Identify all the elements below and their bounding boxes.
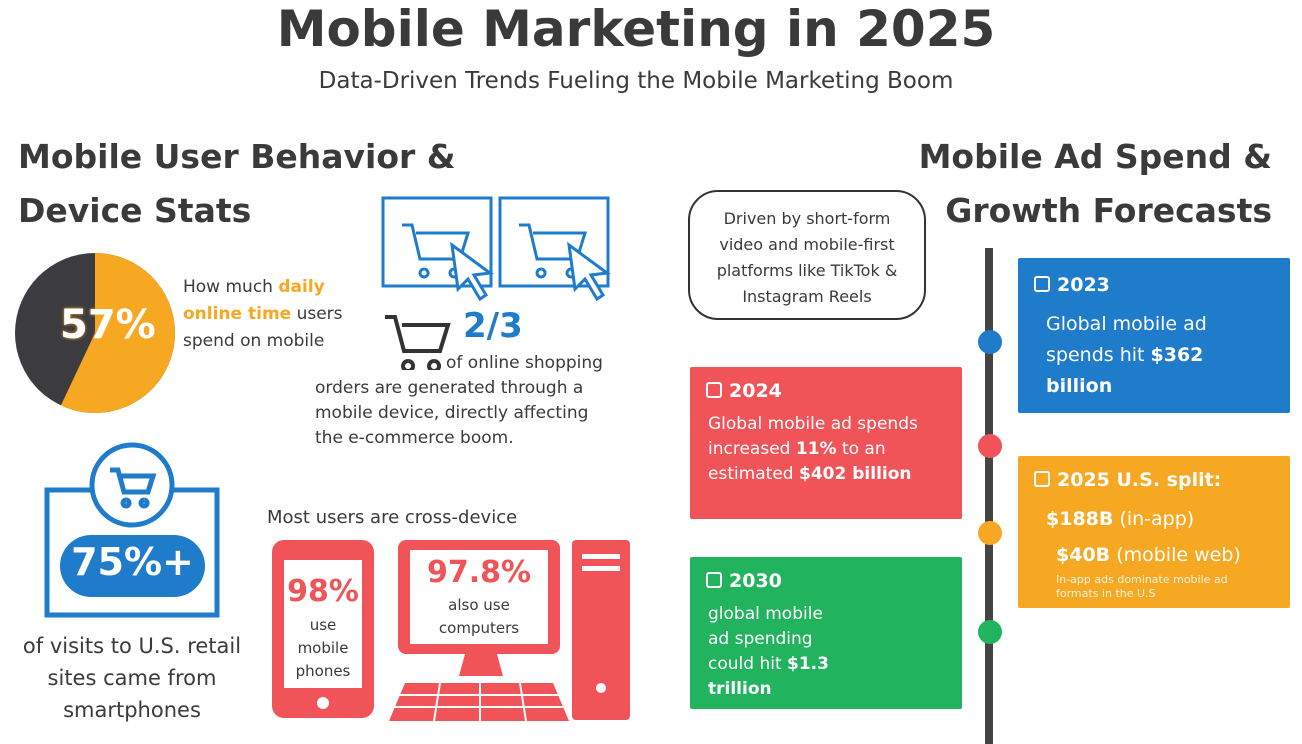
pie-label: 57% <box>60 302 156 348</box>
label: (in-app) <box>1119 508 1195 530</box>
highlight: 11% <box>795 439 837 459</box>
text: to an estimated <box>708 439 886 484</box>
pie-caption: How much daily online time users spend o… <box>183 274 343 355</box>
timeline-card: 2025 U.S. split: $188B (in-app) $40B (mo… <box>1018 456 1290 608</box>
retail-stat: 75%+ <box>71 540 194 584</box>
note: Driven by short-form video and mobile-fi… <box>688 190 926 320</box>
timeline-dot <box>978 521 1002 545</box>
year: 2025 U.S. split: <box>1034 468 1274 493</box>
timeline-card: 2024 Global mobile ad spends increased 1… <box>690 367 962 519</box>
amount: $40B <box>1056 544 1111 566</box>
split-note: In-app ads dominate mobile ad formats in… <box>1056 573 1228 600</box>
highlight: $402 billion <box>799 464 912 484</box>
text: global mobile ad spending could hit <box>708 604 823 674</box>
pie <box>15 253 176 413</box>
card-text: Global mobile ad spends hit $362 billion <box>1034 309 1226 402</box>
timeline-dot <box>978 434 1002 458</box>
card-text: global mobile ad spending could hit $1.3… <box>706 602 838 702</box>
card-text: Global mobile ad spends increased 11% to… <box>706 412 918 487</box>
timeline-line <box>985 248 993 744</box>
device-icons <box>272 540 630 722</box>
section-heading: Mobile Ad Spend & Growth Forecasts <box>918 137 1272 230</box>
retail-text: of visits to U.S. retail sites came from… <box>22 634 242 722</box>
text: Global mobile ad spends hit <box>1046 313 1207 366</box>
shopping-text: of online shopping orders are generated … <box>315 353 603 448</box>
timeline-dot <box>978 620 1002 644</box>
shopping-stat: 2/3 <box>463 306 523 346</box>
timeline-card: 2023 Global mobile ad spends hit $362 bi… <box>1018 258 1290 413</box>
store-icon <box>44 442 220 618</box>
text: How much <box>183 277 279 297</box>
highlight: $1.3 trillion <box>708 654 829 699</box>
split-row: $40B (mobile web) <box>1034 537 1274 573</box>
section-heading: Mobile User Behavior & Device Stats <box>18 137 456 230</box>
subtitle: Data-Driven Trends Fueling the Mobile Ma… <box>318 68 954 94</box>
label: (mobile web) <box>1116 544 1241 566</box>
phones-text: use mobile phones <box>295 616 351 680</box>
cross-device-heading: Most users are cross-device <box>267 507 518 528</box>
text: users spend on mobile <box>183 304 343 351</box>
title: Mobile Marketing in 2025 <box>276 0 996 58</box>
highlight: $362 billion <box>1046 344 1204 397</box>
split-row: $188B (in-app) <box>1034 501 1274 537</box>
pie-slice <box>60 253 176 413</box>
highlight: daily online time <box>183 277 325 324</box>
year: 2030 <box>706 569 946 594</box>
text: Global mobile ad spends increased <box>708 414 918 459</box>
computers-text: also use computers <box>438 596 520 637</box>
timeline-card: 2030 global mobile ad spending could hit… <box>690 557 962 709</box>
phones-stat: 98% <box>287 574 359 609</box>
year: 2024 <box>706 379 946 404</box>
computers-stat: 97.8% <box>426 555 532 590</box>
cart-icons <box>381 196 611 370</box>
amount: $188B <box>1046 508 1114 530</box>
timeline-dot <box>978 330 1002 354</box>
year: 2023 <box>1034 270 1274 301</box>
